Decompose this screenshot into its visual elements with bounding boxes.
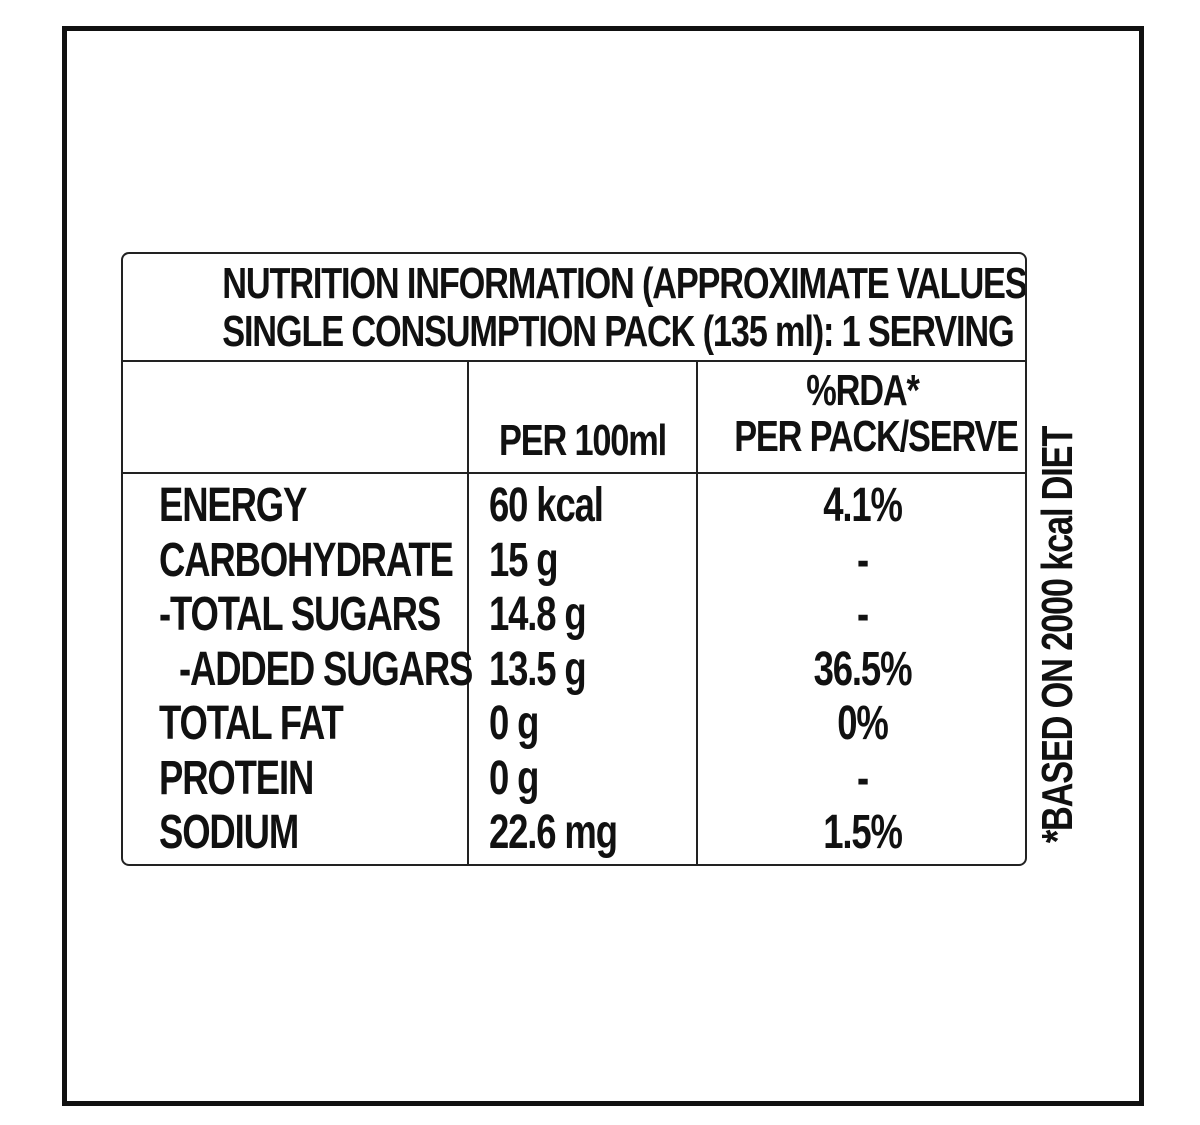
rda-value: 0% <box>837 697 889 750</box>
panel-header: NUTRITION INFORMATION (APPROXIMATE VALUE… <box>123 254 1025 362</box>
nutrient-name: SODIUM <box>159 806 299 859</box>
rda-value: - <box>856 751 869 805</box>
panel-title: NUTRITION INFORMATION (APPROXIMATE VALUE… <box>222 259 1027 308</box>
column-header-rda-line2: PER PACK/SERVE <box>734 412 1019 461</box>
nutrient-name: ENERGY <box>159 479 307 532</box>
nutrient-name: -ADDED SUGARS <box>179 642 473 696</box>
per-100ml-value: 0 g <box>489 697 539 750</box>
rda-value: 36.5% <box>813 642 913 696</box>
rda-value: - <box>856 533 869 587</box>
per-100ml-value: 22.6 mg <box>489 806 618 859</box>
nutrient-name: -TOTAL SUGARS <box>159 588 441 641</box>
table-row: CARBOHYDRATE 15 g - <box>123 533 1025 590</box>
panel-subtitle: SINGLE CONSUMPTION PACK (135 ml): 1 SERV… <box>222 307 1014 356</box>
table-row: PROTEIN 0 g - <box>123 751 1025 808</box>
nutrient-name: PROTEIN <box>159 751 314 805</box>
nutrient-name: TOTAL FAT <box>159 697 344 750</box>
table-row: -TOTAL SUGARS 14.8 g - <box>123 589 1025 644</box>
nutrient-name: CARBOHYDRATE <box>159 533 454 587</box>
per-100ml-value: 0 g <box>489 751 539 805</box>
rda-footnote: *BASED ON 2000 kcal DIET <box>1033 426 1082 844</box>
column-header-rda: %RDA* PER PACK/SERVE <box>734 366 1019 461</box>
column-divider <box>696 362 698 864</box>
column-header-per-100ml: PER 100ml <box>499 416 667 465</box>
per-100ml-value: 60 kcal <box>489 479 604 532</box>
column-header-row: PER 100ml %RDA* PER PACK/SERVE <box>123 362 1025 474</box>
rda-value: - <box>856 588 869 641</box>
nutrition-panel: NUTRITION INFORMATION (APPROXIMATE VALUE… <box>121 252 1027 866</box>
column-divider <box>467 362 469 864</box>
table-row: TOTAL FAT 0 g 0% <box>123 698 1025 753</box>
per-100ml-value: 14.8 g <box>489 588 587 641</box>
rda-value: 1.5% <box>823 806 903 859</box>
table-row: ENERGY 60 kcal 4.1% <box>123 480 1025 535</box>
table-row: -ADDED SUGARS 13.5 g 36.5% <box>123 642 1025 699</box>
nutrient-rows: ENERGY 60 kcal 4.1% CARBOHYDRATE 15 g - … <box>123 480 1025 862</box>
per-100ml-value: 15 g <box>489 533 559 587</box>
column-header-rda-line1: %RDA* <box>806 366 920 415</box>
rda-value: 4.1% <box>823 479 903 532</box>
per-100ml-value: 13.5 g <box>489 642 587 696</box>
table-row: SODIUM 22.6 mg 1.5% <box>123 807 1025 862</box>
label-frame <box>62 26 1144 1106</box>
